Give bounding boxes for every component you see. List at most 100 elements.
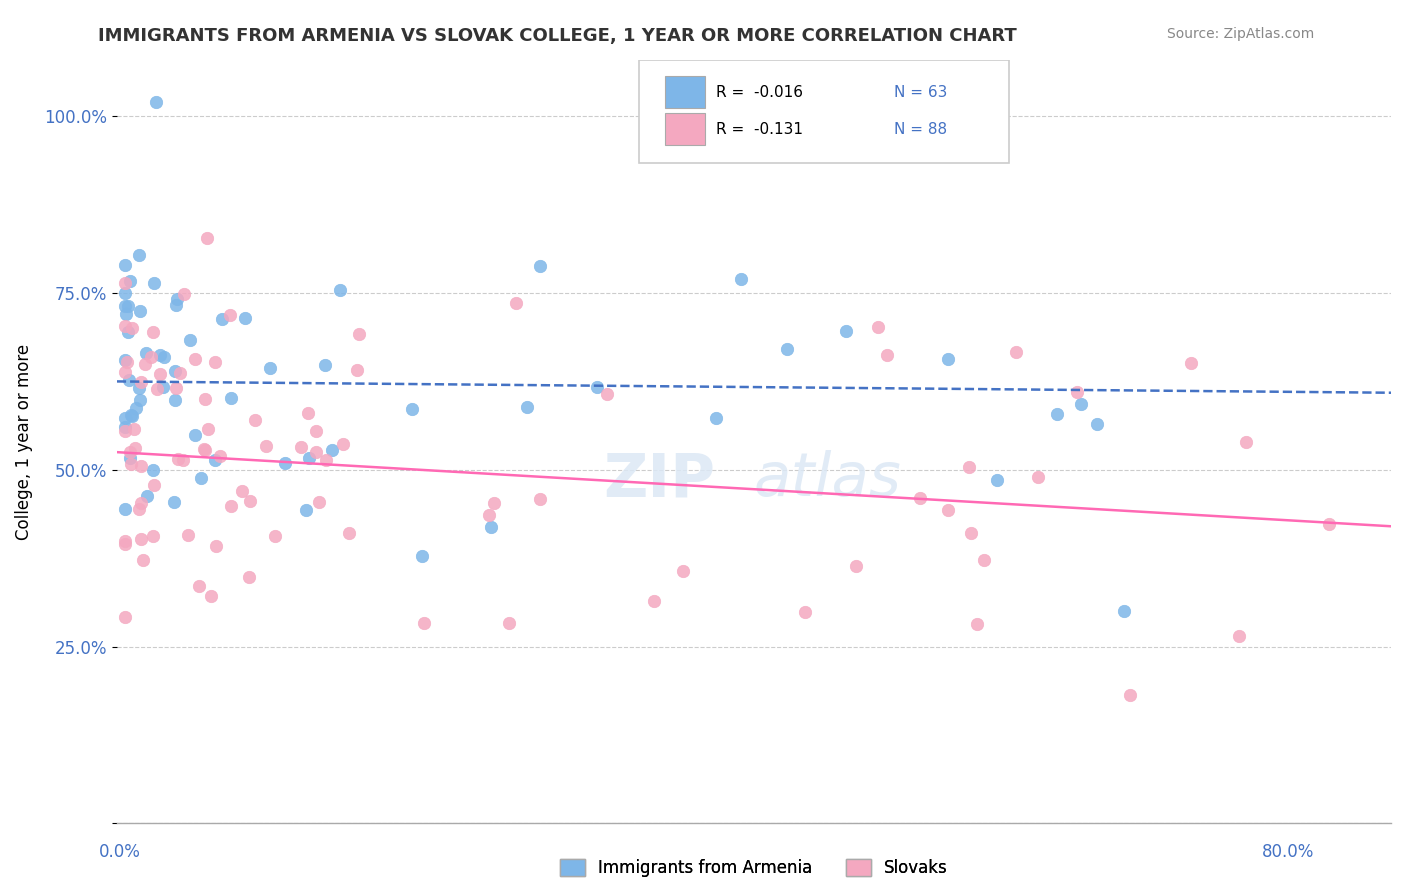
Point xyxy=(114,318,136,333)
Point xyxy=(184,351,207,366)
Point xyxy=(910,491,932,505)
Point xyxy=(238,570,260,584)
Text: IMMIGRANTS FROM ARMENIA VS SLOVAK COLLEGE, 1 YEAR OR MORE CORRELATION CHART: IMMIGRANTS FROM ARMENIA VS SLOVAK COLLEG… xyxy=(98,27,1017,45)
Point xyxy=(117,325,139,339)
Text: ZIP: ZIP xyxy=(603,450,716,509)
Point xyxy=(529,259,551,273)
Y-axis label: College, 1 year or more: College, 1 year or more xyxy=(15,343,32,540)
Point xyxy=(208,449,231,463)
Point xyxy=(505,296,527,310)
Point xyxy=(332,437,354,451)
Point xyxy=(149,368,172,382)
Point xyxy=(866,319,889,334)
Text: R =  -0.016: R = -0.016 xyxy=(716,85,803,100)
Point xyxy=(177,528,200,542)
Point xyxy=(219,308,242,322)
Point xyxy=(259,360,281,375)
Point xyxy=(129,459,152,474)
Point xyxy=(274,456,297,470)
Point xyxy=(347,326,370,341)
Point xyxy=(793,605,815,619)
Point xyxy=(114,352,136,367)
Legend: Immigrants from Armenia, Slovaks: Immigrants from Armenia, Slovaks xyxy=(553,853,955,884)
Point xyxy=(190,471,212,485)
Point xyxy=(128,502,150,516)
Point xyxy=(129,303,152,318)
Point xyxy=(114,276,136,290)
Point xyxy=(139,350,162,364)
Point xyxy=(114,365,136,379)
Point xyxy=(146,382,169,396)
Point xyxy=(132,552,155,566)
Point xyxy=(297,406,319,420)
Point xyxy=(346,363,368,377)
Point xyxy=(239,493,262,508)
Point xyxy=(121,320,143,334)
Point xyxy=(165,392,187,407)
Point xyxy=(401,401,423,416)
Point xyxy=(876,348,898,362)
Point xyxy=(200,589,222,603)
Point xyxy=(586,380,609,394)
Point xyxy=(169,366,191,380)
Point xyxy=(195,230,218,244)
Point xyxy=(143,478,166,492)
Point xyxy=(231,483,253,498)
Point xyxy=(194,442,217,457)
Text: Source: ZipAtlas.com: Source: ZipAtlas.com xyxy=(1167,27,1315,41)
Point xyxy=(194,392,217,407)
Point xyxy=(960,525,983,540)
Point xyxy=(529,491,551,506)
Text: 0.0%: 0.0% xyxy=(98,843,141,861)
Point xyxy=(305,445,328,459)
Point xyxy=(966,617,988,632)
Point xyxy=(957,460,980,475)
Point xyxy=(329,283,352,297)
Point xyxy=(1114,604,1136,618)
Point xyxy=(167,451,190,466)
Point xyxy=(204,453,226,467)
Point xyxy=(128,248,150,262)
Point xyxy=(936,352,959,367)
Point xyxy=(233,311,256,326)
Point xyxy=(129,496,152,510)
Point xyxy=(643,594,665,608)
Point xyxy=(1119,688,1142,702)
Point xyxy=(165,380,187,394)
Point xyxy=(188,579,211,593)
Point xyxy=(163,363,186,377)
Point xyxy=(254,439,277,453)
Point xyxy=(1085,417,1108,431)
Point xyxy=(117,299,139,313)
Point xyxy=(142,277,165,291)
Point xyxy=(263,529,285,543)
Point xyxy=(706,411,728,425)
Point xyxy=(297,450,319,465)
Point xyxy=(211,312,233,326)
Point xyxy=(315,453,337,467)
Point xyxy=(114,425,136,439)
Point xyxy=(1227,630,1250,644)
Point xyxy=(114,285,136,300)
Point xyxy=(114,410,136,425)
Point xyxy=(142,325,165,339)
Point xyxy=(776,342,799,356)
Point xyxy=(479,520,502,534)
Point xyxy=(478,508,501,523)
Point xyxy=(179,333,201,347)
FancyBboxPatch shape xyxy=(665,77,706,109)
Point xyxy=(118,450,141,465)
Point xyxy=(172,452,194,467)
Point xyxy=(1234,434,1257,449)
Point xyxy=(117,355,139,369)
Point xyxy=(1004,344,1026,359)
Point xyxy=(308,495,330,509)
Point xyxy=(1066,384,1088,399)
Point xyxy=(845,559,868,574)
Point xyxy=(118,373,141,387)
Text: atlas: atlas xyxy=(754,450,901,509)
Point xyxy=(165,298,187,312)
Point xyxy=(118,445,141,459)
Point xyxy=(114,258,136,272)
Point xyxy=(114,534,136,549)
